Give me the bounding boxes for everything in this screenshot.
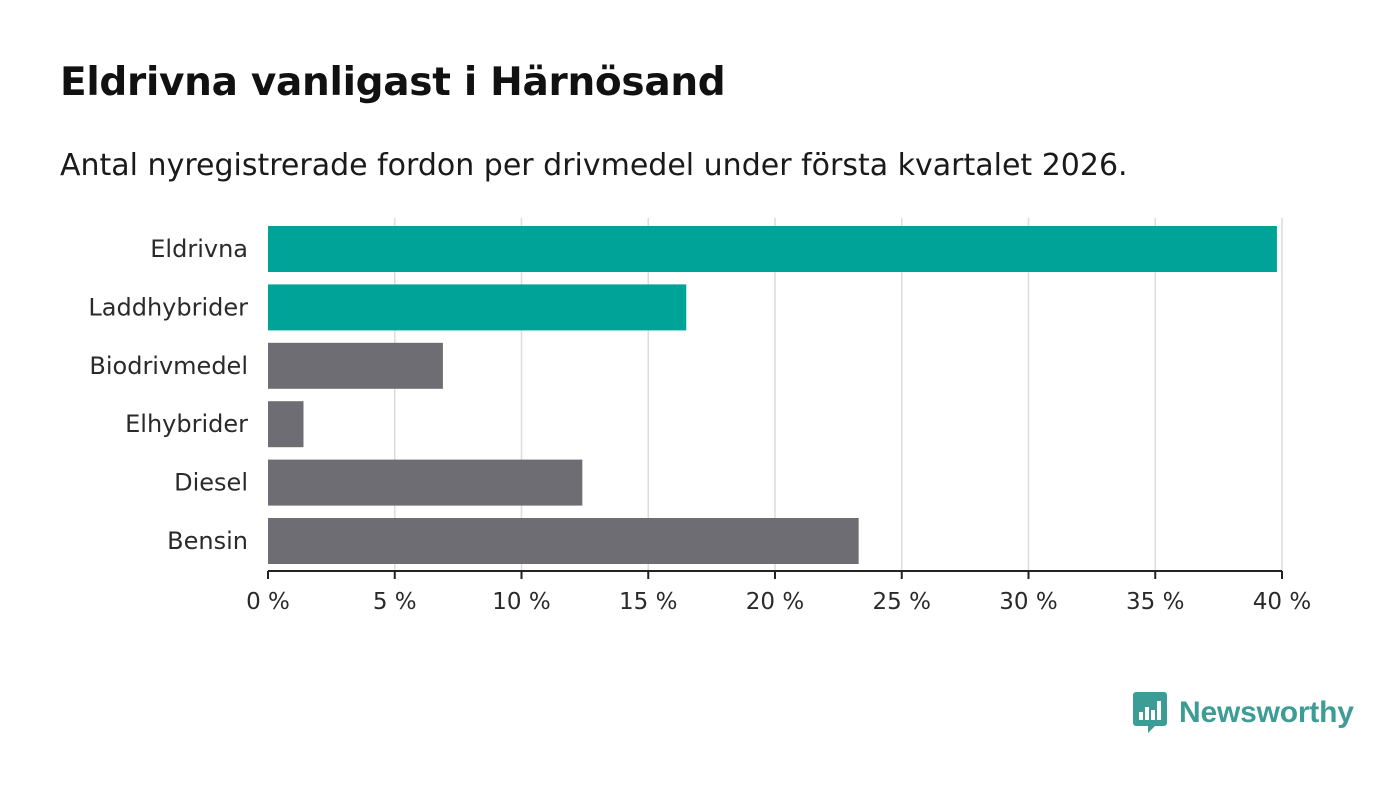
bar-chart-speech-bubble-icon	[1133, 692, 1167, 733]
category-label: Biodrivmedel	[89, 352, 248, 380]
chart-subtitle: Antal nyregistrerade fordon per drivmede…	[60, 148, 1128, 183]
x-tick-label: 30 %	[999, 589, 1057, 615]
category-label: Eldrivna	[150, 235, 248, 263]
x-tick-label: 5 %	[373, 589, 417, 615]
brand-name: Newsworthy	[1179, 696, 1354, 729]
x-axis: 0 % 5 % 10 % 15 % 20 % 25 % 30 % 35 % 40 %	[246, 570, 1311, 615]
bar-laddhybrider	[268, 284, 687, 331]
x-tick-label: 0 %	[246, 589, 290, 615]
gridlines	[394, 218, 1283, 571]
x-tick-label: 20 %	[746, 589, 804, 615]
x-tick-label: 10 %	[492, 589, 550, 615]
bar-elhybrider	[268, 401, 304, 448]
bar-diesel	[268, 459, 583, 506]
category-label: Laddhybrider	[88, 293, 248, 321]
category-label: Bensin	[167, 527, 248, 555]
bars	[268, 226, 1277, 564]
category-label: Elhybrider	[125, 410, 248, 438]
category-label: Diesel	[174, 469, 248, 497]
chart-title: Eldrivna vanligast i Härnösand	[60, 60, 726, 105]
category-labels: Eldrivna Laddhybrider Biodrivmedel Elhybrid…	[88, 235, 248, 555]
x-tick-label: 15 %	[619, 589, 677, 615]
x-tick-label: 25 %	[873, 589, 931, 615]
newsworthy-logo: Newsworthy	[1133, 692, 1354, 734]
bar-biodrivmedel	[268, 342, 443, 389]
bar-bensin	[268, 518, 859, 564]
x-tick-label: 35 %	[1126, 589, 1184, 615]
x-tick-label: 40 %	[1253, 589, 1311, 615]
bar-eldrivna	[268, 226, 1277, 272]
